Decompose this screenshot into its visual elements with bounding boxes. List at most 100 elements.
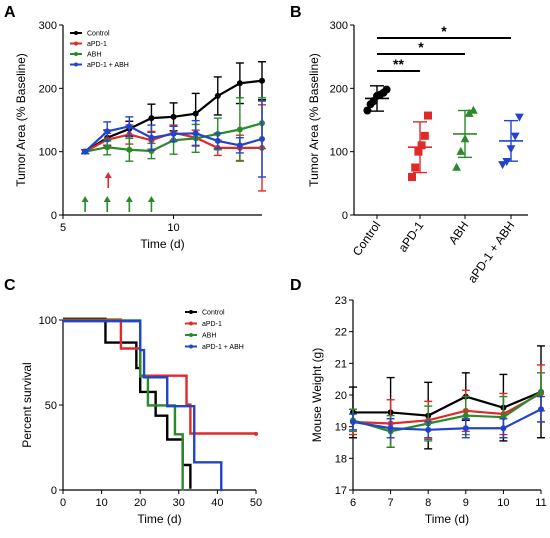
y-tick-label: 0 <box>51 210 57 222</box>
data-point <box>515 113 524 122</box>
legend-label-apd-1: aPD-1 <box>202 321 222 328</box>
treatment-arrow <box>104 172 112 188</box>
category-label-abh: ABH <box>446 219 472 247</box>
y-tick-label: 100 <box>39 315 57 327</box>
group-control <box>363 85 391 115</box>
data-point <box>148 134 155 141</box>
significance-label: * <box>418 39 424 55</box>
series-abh <box>349 372 545 448</box>
arrow-head <box>125 196 133 202</box>
chart-panel-c: 0 50 100 0 10 20 30 40 50 Time (d) Percent surviva… <box>20 310 262 527</box>
legend-label-apd-1-abh: aPD-1 + ABH <box>87 62 129 69</box>
legend-marker-control <box>74 31 78 35</box>
censor-mark <box>254 431 258 436</box>
x-tick-label: 7 <box>388 497 394 509</box>
treatment-arrow <box>125 196 133 212</box>
x-tick-label: 30 <box>173 497 185 509</box>
survival-curve-control <box>63 317 192 489</box>
chart-panel-b: 0 100 200 300 Tumor Area (% Baseline) Control… <box>307 20 528 285</box>
y-tick-label: 20 <box>335 390 347 402</box>
significance-bar: * <box>377 23 511 39</box>
data-point <box>462 412 469 419</box>
y-tick-label: 21 <box>335 358 347 370</box>
data-point <box>411 163 420 172</box>
y-axis-title: Tumor Area (% Baseline) <box>14 53 28 187</box>
data-point <box>363 106 372 115</box>
data-point <box>170 113 177 120</box>
series-line-control <box>353 390 542 417</box>
data-point <box>417 141 426 150</box>
y-axis-title: Tumor Area (% Baseline) <box>307 53 321 187</box>
data-point <box>170 130 177 137</box>
x-tick-label: 9 <box>463 497 469 509</box>
group-apd-1 <box>408 111 432 181</box>
x-axis-title: Time (d) <box>140 237 184 251</box>
legend-label-control: Control <box>87 31 110 38</box>
y-tick-label: 300 <box>330 20 348 32</box>
group-abh <box>452 105 478 171</box>
data-point <box>425 426 432 433</box>
legend-marker-abh <box>74 52 78 56</box>
legend-marker-apd-1-abh <box>74 62 78 67</box>
significance-label: ** <box>393 56 404 72</box>
data-point <box>192 110 199 117</box>
data-point <box>510 132 520 141</box>
data-point <box>538 388 544 395</box>
y-tick-label: 17 <box>335 485 347 497</box>
y-tick-label: 50 <box>45 400 57 412</box>
data-point <box>414 147 423 156</box>
x-tick-label: 8 <box>425 497 431 509</box>
series-apd-1-abh <box>81 100 266 178</box>
arrow-head <box>104 172 112 178</box>
category-label-apd-1-abh: aPD-1 + ABH <box>465 219 518 286</box>
y-tick-label: 0 <box>342 210 348 222</box>
group-apd-1-abh <box>498 113 524 170</box>
y-axis-title: Percent survival <box>20 362 34 447</box>
data-point <box>104 144 111 151</box>
y-axis-title: Mouse Weight (g) <box>310 348 324 442</box>
significance-bar: * <box>377 39 465 55</box>
series-line-apd-1 <box>352 392 542 425</box>
x-tick-label: 10 <box>167 222 179 234</box>
survival-curve-abh <box>63 319 184 491</box>
significance-bar: ** <box>377 56 420 72</box>
data-point <box>382 85 391 94</box>
chart-panel-d: 17 18 19 20 21 22 23 6 7 8 9 10 11 Time (d) Mouse Weig… <box>310 295 547 526</box>
data-point <box>214 137 221 144</box>
series-line-abh <box>352 390 542 433</box>
legend-marker-apd-1-abh <box>189 344 193 349</box>
series-control <box>349 345 545 450</box>
data-point <box>500 425 507 432</box>
data-point <box>387 425 394 432</box>
x-tick-label: 40 <box>211 497 223 509</box>
x-tick-label: 11 <box>535 497 546 509</box>
survival-curve-apd-1-abh <box>63 320 223 492</box>
data-point <box>126 146 133 153</box>
data-point <box>236 80 243 87</box>
x-axis-title: Time (d) <box>425 512 469 526</box>
data-point <box>259 136 265 142</box>
arrow-head <box>81 196 89 202</box>
data-point <box>236 126 243 133</box>
x-tick-label: 6 <box>350 497 356 509</box>
y-tick-label: 23 <box>335 295 347 307</box>
legend-label-control: Control <box>202 310 225 317</box>
y-tick-label: 100 <box>39 147 57 159</box>
legend-marker-apd-1 <box>189 321 193 326</box>
x-tick-label: 20 <box>134 497 146 509</box>
panel-letter-c: C <box>4 277 16 294</box>
data-point <box>462 425 469 432</box>
data-point <box>452 162 461 171</box>
y-tick-label: 19 <box>335 422 347 434</box>
series-line-apd-1-abh <box>352 408 542 431</box>
chart-panel-a: 0 100 200 300 5 10 Time (d) Tumor Area (% Basel… <box>14 20 266 251</box>
survival-curve-apd-1 <box>63 318 256 435</box>
y-tick-label: 22 <box>335 327 347 339</box>
series-apd-1-abh <box>349 395 545 439</box>
arrow-head <box>103 196 111 202</box>
data-point <box>538 406 544 413</box>
treatment-arrow <box>81 196 89 212</box>
data-point <box>82 148 89 155</box>
x-axis-title: Time (d) <box>137 512 181 526</box>
